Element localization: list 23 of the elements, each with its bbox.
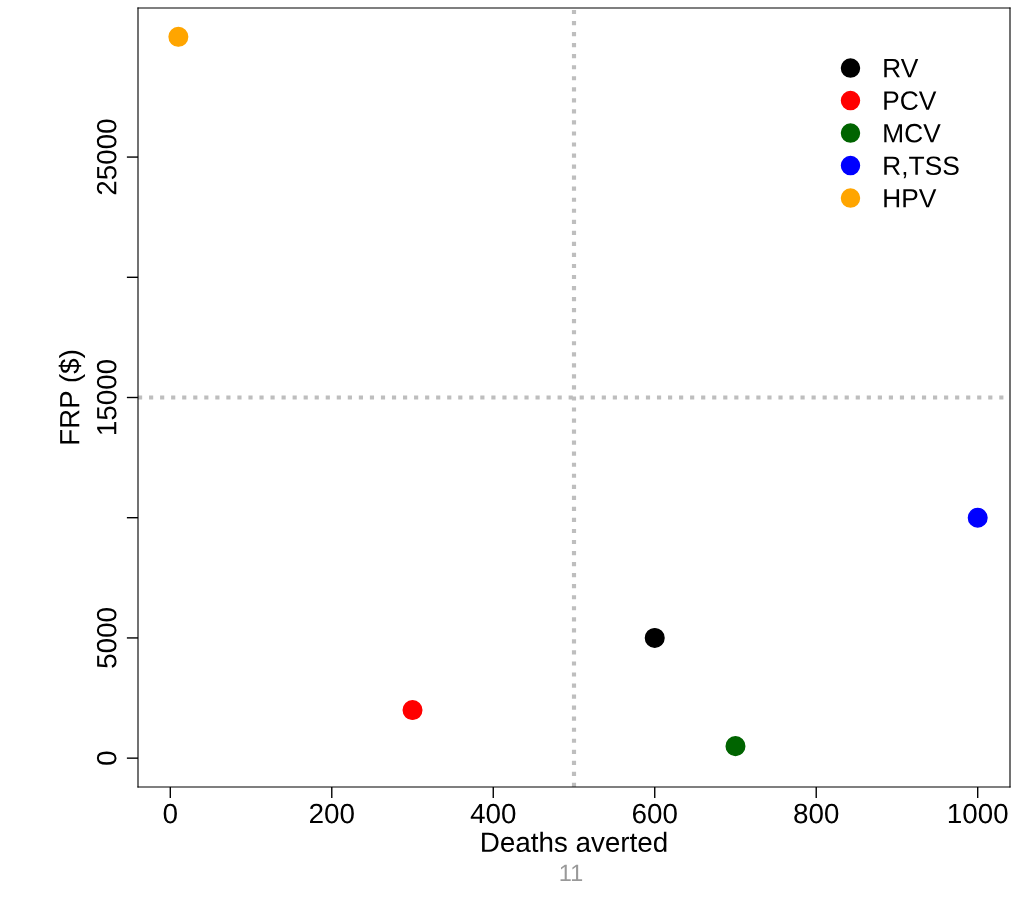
y-axis-title: FRP ($) (58, 350, 86, 444)
x-tick-label: 200 (310, 803, 354, 824)
legend-label: RV (884, 59, 919, 78)
legend-label: R,TSS (884, 156, 959, 179)
x-axis-title: Deaths averted (482, 831, 667, 853)
legend-label: MCV (884, 123, 941, 143)
x-tick-label: 0 (163, 803, 177, 824)
y-tick-label: 25000 (96, 119, 117, 195)
point (644, 627, 665, 648)
x-tick-label: 1000 (948, 803, 1008, 824)
legend-label: PCV (884, 91, 937, 111)
point (967, 507, 988, 528)
x-tick-label: 600 (632, 803, 677, 824)
x-tick-label: 800 (794, 803, 839, 824)
point (725, 736, 746, 757)
point (168, 26, 189, 47)
x-tick-label: 400 (470, 803, 516, 824)
y-tick-label: 0 (96, 751, 117, 765)
text: 11 (560, 864, 583, 882)
legend-label: HPV (884, 189, 937, 208)
y-tick-label: 5000 (96, 608, 117, 668)
point (402, 700, 423, 721)
y-tick-label: 15000 (96, 359, 117, 434)
